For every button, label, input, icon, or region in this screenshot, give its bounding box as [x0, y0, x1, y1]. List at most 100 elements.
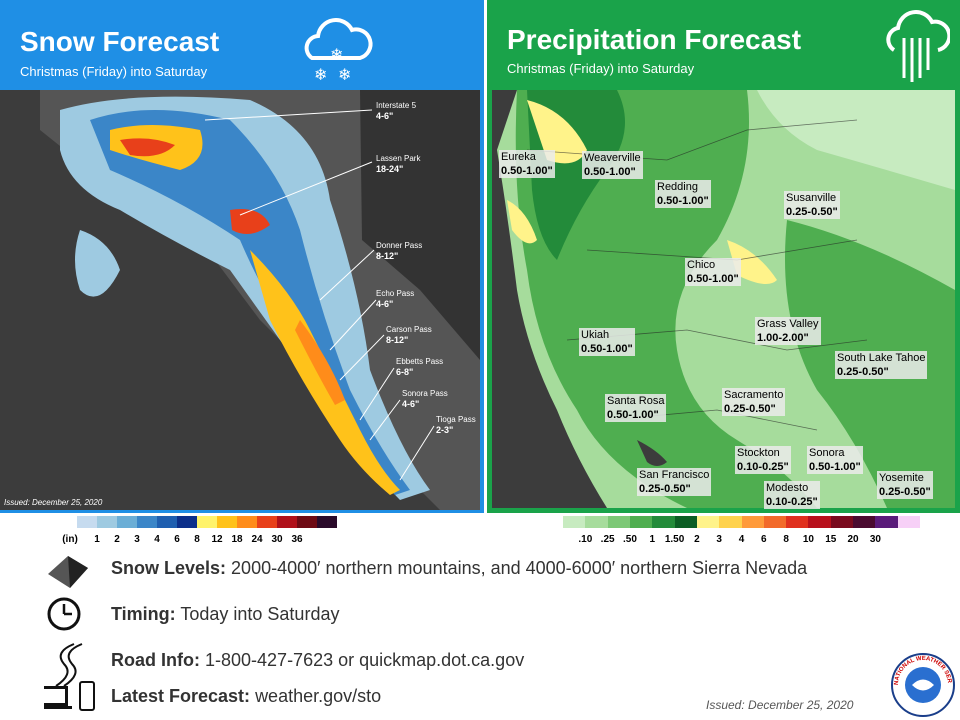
legend-swatch — [585, 516, 608, 528]
legend-swatch — [897, 516, 920, 528]
snow-icon: ❄❄ ❄ — [304, 18, 373, 84]
legend-tick-label: 10 — [802, 534, 814, 545]
legend-swatch — [786, 516, 809, 528]
legend-swatch — [197, 516, 217, 528]
legend-tick-label: 2 — [694, 534, 700, 545]
snow-label: Ebbetts Pass 6-8" — [396, 357, 444, 377]
legend-tick-label: 12 — [211, 534, 223, 545]
legend-swatch — [875, 516, 898, 528]
legend-tick-label: 36 — [291, 534, 303, 545]
legend-swatch — [674, 516, 697, 528]
snow-legend-unit: (in) — [62, 534, 78, 545]
legend-swatch — [157, 516, 177, 528]
precip-label: Stockton 0.10-0.25" — [735, 446, 791, 474]
legend-swatch — [696, 516, 720, 528]
nws-logo: NATIONAL WEATHER SERVICE — [890, 652, 955, 717]
info-icons — [44, 556, 95, 711]
legend-swatch — [237, 516, 257, 528]
legend-swatch — [808, 516, 831, 528]
legend-swatch — [629, 516, 653, 528]
legend-swatch — [607, 516, 630, 528]
legend-swatch — [137, 516, 157, 528]
precip-label: Ukiah 0.50-1.00" — [579, 328, 635, 356]
legend-tick-label: 30 — [869, 534, 881, 545]
legend-tick-label: 24 — [251, 534, 263, 545]
snow-label: Lassen Park 18-24" — [376, 154, 421, 174]
snow-label: Carson Pass 8-12" — [386, 325, 432, 345]
snow-map — [0, 90, 484, 513]
svg-text:❄: ❄ — [338, 67, 351, 84]
info-row: Road Info: 1-800-427-7623 or quickmap.do… — [111, 650, 525, 670]
info-row: Latest Forecast: weather.gov/sto — [111, 686, 382, 706]
legend-tick-label: 6 — [761, 534, 767, 545]
precip-label: Redding 0.50-1.00" — [655, 180, 711, 208]
legend-swatch — [177, 516, 197, 528]
precip-title: Precipitation Forecast — [507, 24, 802, 55]
snow-label: Echo Pass 4-6" — [376, 289, 415, 309]
precip-label: Grass Valley 1.00-2.00" — [755, 317, 821, 345]
precip-subtitle: Christmas (Friday) into Saturday — [507, 61, 695, 76]
legend-tick-label: 15 — [825, 534, 837, 545]
precip-label: Modesto 0.10-0.25" — [764, 481, 820, 509]
snow-label: Donner Pass 8-12" — [376, 241, 423, 261]
legend-tick-label: 8 — [194, 534, 200, 545]
issued-date: Issued: December 25, 2020 — [706, 698, 854, 712]
legend-swatch — [217, 516, 237, 528]
svg-text:❄: ❄ — [314, 67, 327, 84]
precip-map — [487, 90, 960, 513]
legend-tick-label: .50 — [622, 534, 637, 545]
legend-tick-label: 1.50 — [664, 534, 685, 545]
legend-tick-label: 8 — [783, 534, 789, 545]
legend-swatch — [77, 516, 97, 528]
rain-icon — [886, 10, 950, 82]
precip-label: San Francisco 0.25-0.50" — [637, 468, 712, 496]
snow-legend — [77, 516, 337, 528]
info-row: Snow Levels: 2000-4000′ northern mountai… — [111, 558, 808, 578]
precip-legend — [563, 516, 920, 528]
precip-label: Weaverville 0.50-1.00" — [582, 151, 643, 179]
precip-label: Yosemite 0.25-0.50" — [877, 471, 933, 499]
legend-tick-label: 1 — [94, 534, 100, 545]
info-row: Timing: Today into Saturday — [111, 604, 340, 624]
legend-swatch — [763, 516, 787, 528]
precip-label: Chico 0.50-1.00" — [685, 258, 741, 286]
legend-swatch — [830, 516, 854, 528]
svg-text:❄: ❄ — [330, 47, 343, 64]
legend-swatch — [277, 516, 297, 528]
legend-swatch — [741, 516, 764, 528]
precip-label: Santa Rosa 0.50-1.00" — [605, 394, 667, 422]
legend-tick-label: 3 — [134, 534, 140, 545]
legend-tick-label: 3 — [716, 534, 722, 545]
snow-header — [0, 0, 484, 90]
legend-tick-label: 4 — [154, 534, 160, 545]
legend-tick-label: 18 — [231, 534, 243, 545]
legend-swatch — [297, 516, 317, 528]
legend-swatch — [563, 516, 586, 528]
legend-tick-label: 4 — [738, 534, 745, 545]
legend-tick-label: 30 — [271, 534, 283, 545]
legend-tick-label: .10 — [578, 534, 593, 545]
legend-swatch — [97, 516, 117, 528]
snow-label: Sonora Pass 4-6" — [402, 389, 448, 409]
precip-label: Sonora 0.50-1.00" — [807, 446, 863, 474]
precip-label: Susanville 0.25-0.50" — [784, 191, 840, 219]
precip-header — [487, 0, 960, 90]
precip-label: Eureka 0.50-1.00" — [499, 150, 555, 178]
legend-swatch — [317, 516, 337, 528]
legend-tick-label: .25 — [600, 534, 615, 545]
snow-issued: Issued: December 25, 2020 — [4, 498, 103, 507]
snow-label: Interstate 5 4-6" — [376, 101, 417, 121]
legend-swatch — [853, 516, 876, 528]
legend-tick-label: 1 — [649, 534, 656, 545]
precip-label: Sacramento 0.25-0.50" — [722, 388, 786, 416]
snow-title: Snow Forecast — [20, 26, 220, 57]
legend-swatch — [719, 516, 742, 528]
precip-label: South Lake Tahoe 0.25-0.50" — [835, 351, 928, 379]
legend-swatch — [257, 516, 277, 528]
legend-swatch — [652, 516, 675, 528]
legend-tick-label: 6 — [174, 534, 180, 545]
legend-swatch — [117, 516, 137, 528]
legend-tick-label: 20 — [847, 534, 859, 545]
legend-tick-label: 2 — [114, 534, 120, 545]
